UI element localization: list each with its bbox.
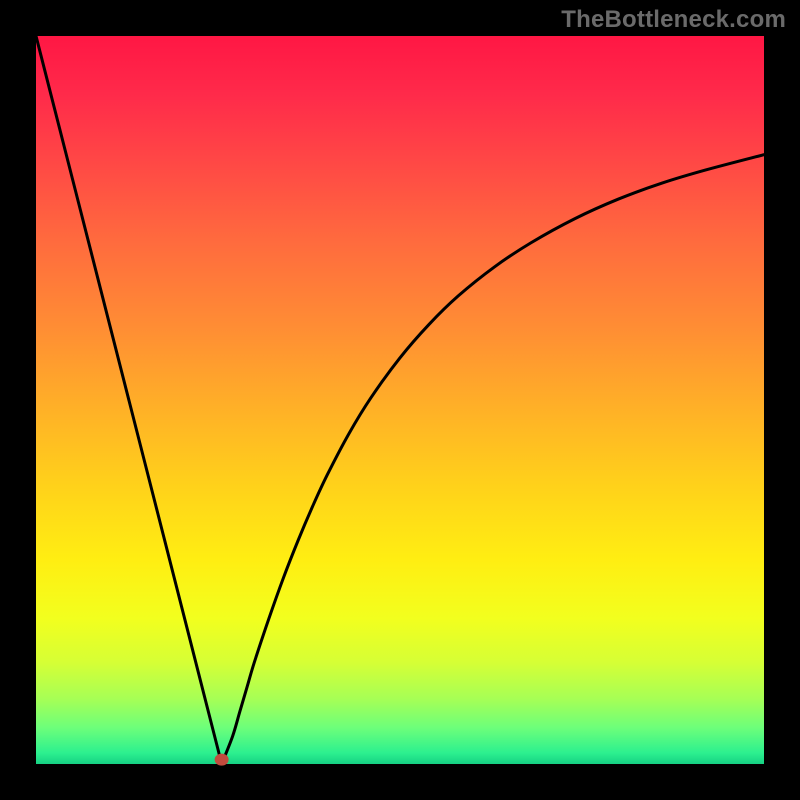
plot-background xyxy=(36,36,764,764)
chart-svg xyxy=(0,0,800,800)
stage: TheBottleneck.com xyxy=(0,0,800,800)
watermark-text: TheBottleneck.com xyxy=(561,6,786,34)
optimal-point-marker xyxy=(215,754,229,766)
